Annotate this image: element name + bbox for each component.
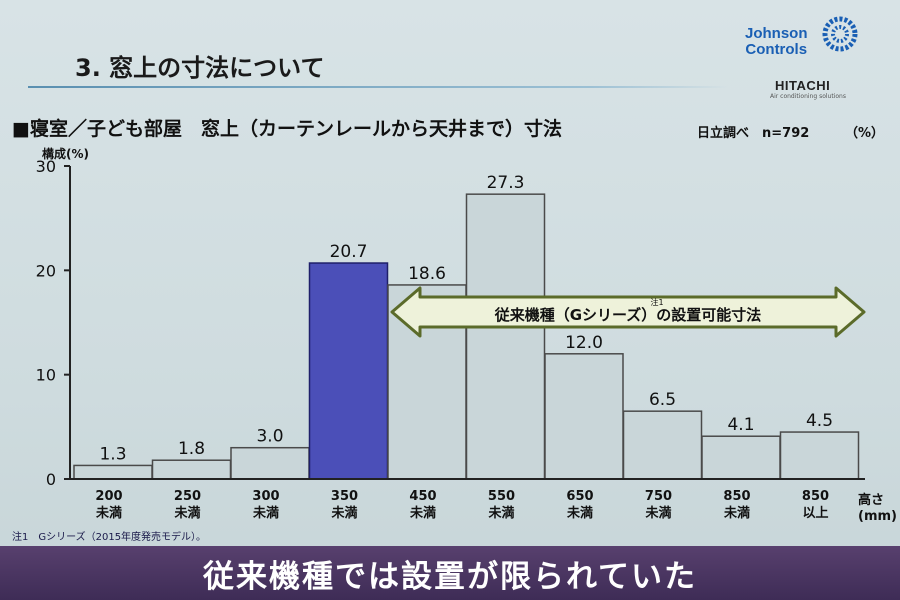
x-tick-label: 未満 — [566, 505, 593, 521]
bar-value-label: 6.5 — [649, 390, 676, 410]
bar — [465, 193, 546, 480]
x-tick-label: 以上 — [802, 506, 828, 521]
compatible-range-label: 従来機種（Gシリーズ）の設置可能寸法 — [494, 306, 762, 324]
y-tick-label: 30 — [36, 157, 56, 176]
bar-value-label: 4.5 — [806, 411, 833, 431]
x-tick-label: 550 — [488, 489, 515, 504]
bar-value-label: 27.3 — [487, 173, 525, 193]
chart-source: 日立調べ n=792 — [697, 126, 810, 141]
bar — [544, 353, 624, 480]
x-tick-label: 未満 — [330, 505, 357, 521]
footnote: 注1 Gシリーズ（2015年度発売モデル）。 — [12, 532, 207, 543]
bar-value-label: 3.0 — [256, 427, 283, 447]
bar — [308, 262, 389, 480]
title-underline — [28, 86, 728, 88]
bar-value-label: 18.6 — [408, 264, 446, 284]
x-tick-label: 未満 — [644, 505, 671, 521]
x-tick-label: 650 — [566, 489, 593, 504]
bar-value-label: 20.7 — [330, 242, 368, 262]
y-axis-title: 構成(%) — [42, 146, 89, 161]
johnson-controls-logo: Johnson Controls — [745, 26, 808, 58]
x-tick-label: 200 — [95, 489, 122, 504]
bar — [151, 459, 232, 480]
x-axis-title-line1: 高さ — [858, 492, 884, 508]
bar — [230, 446, 310, 480]
chart-unit: （%） — [845, 126, 885, 141]
x-tick-label: 250 — [174, 489, 201, 504]
x-axis-title-line2: (mm) — [858, 509, 897, 524]
x-tick-label: 850 — [723, 489, 750, 504]
y-tick-label: 20 — [36, 261, 56, 280]
y-tick-label: 10 — [36, 366, 56, 385]
hitachi-tagline: Air conditioning solutions — [770, 93, 846, 100]
x-tick-label: 未満 — [409, 505, 436, 521]
hitachi-logo: HITACHI — [775, 78, 831, 93]
x-tick-label: 300 — [252, 489, 279, 504]
bar-value-label: 4.1 — [727, 415, 754, 435]
annotation-note-marker: 注1 — [650, 297, 663, 307]
x-tick-label: 未満 — [723, 505, 750, 521]
bar-value-label: 1.8 — [178, 439, 205, 459]
summary-banner-text: 従来機種では設置が限られていた — [202, 559, 698, 595]
logo-controls-text: Controls — [745, 41, 808, 58]
compatible-range-arrow — [390, 286, 866, 338]
x-tick-label: 450 — [409, 489, 436, 504]
bar — [779, 431, 860, 480]
y-tick-label: 0 — [46, 470, 56, 489]
summary-banner — [0, 546, 900, 600]
x-tick-label: 750 — [645, 489, 672, 504]
logo-johnson-text: Johnson — [745, 25, 808, 42]
bar — [73, 464, 153, 480]
chart-title: ■寝室／子ども部屋 窓上（カーテンレールから天井まで）寸法 — [12, 118, 562, 140]
x-tick-label: 未満 — [173, 505, 200, 521]
slide-title: 3. 窓上の寸法について — [75, 54, 325, 82]
bar — [622, 410, 703, 480]
bar-value-label: 12.0 — [565, 333, 603, 353]
x-tick-label: 未満 — [252, 505, 279, 521]
bar — [701, 435, 781, 480]
x-tick-label: 350 — [331, 489, 358, 504]
x-tick-label: 未満 — [487, 505, 514, 521]
johnson-controls-swirl-icon — [822, 16, 858, 52]
x-tick-label: 未満 — [95, 505, 122, 521]
bar-value-label: 1.3 — [99, 444, 126, 464]
x-tick-label: 850 — [802, 489, 829, 504]
